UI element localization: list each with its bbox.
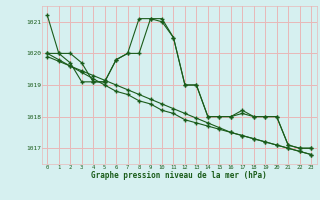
X-axis label: Graphe pression niveau de la mer (hPa): Graphe pression niveau de la mer (hPa): [91, 171, 267, 180]
